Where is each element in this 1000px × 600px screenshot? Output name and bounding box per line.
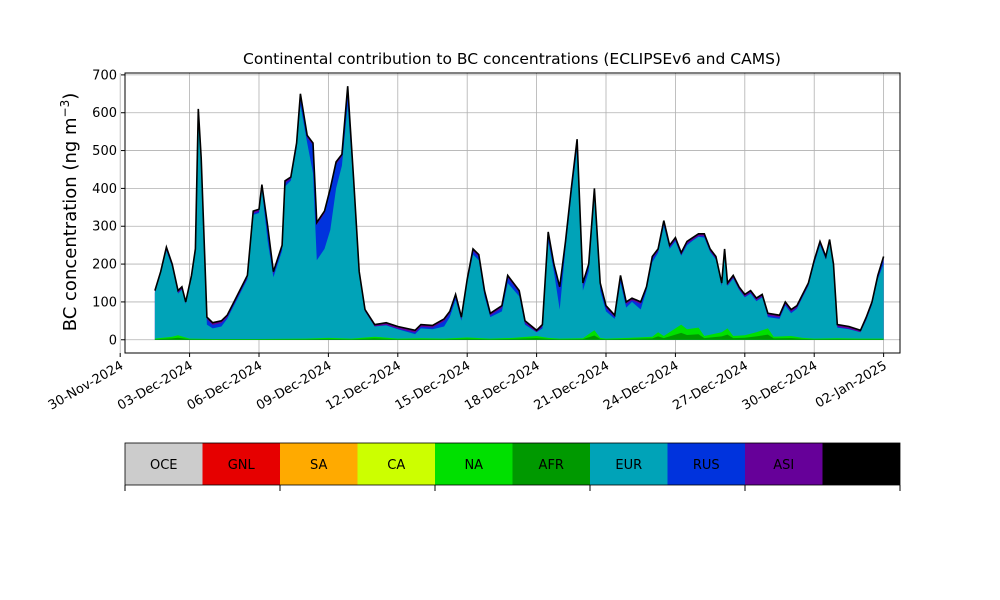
- series-area-afr: [154, 332, 884, 340]
- y-tick-label: 0: [109, 333, 117, 348]
- series-line-total: [154, 86, 885, 332]
- y-tick-label: 200: [92, 258, 117, 273]
- series-area-na: [154, 324, 884, 340]
- legend-label-gnl: GNL: [228, 458, 256, 473]
- legend-swatch-asi: [745, 443, 823, 485]
- y-tick-label: 700: [92, 68, 117, 83]
- legend-label-rus: RUS: [693, 458, 720, 473]
- y-tick-label: 100: [92, 295, 117, 310]
- plot-frame: [124, 72, 901, 354]
- legend-label-aus: AUS: [848, 458, 875, 473]
- legend-swatch-sa: [280, 443, 358, 485]
- area-layer: [154, 86, 885, 340]
- legend-label-afr: AFR: [539, 458, 564, 473]
- legend-swatch-gnl: [202, 443, 280, 485]
- legend-label-eur: EUR: [615, 458, 642, 473]
- legend-label-sa: SA: [310, 458, 327, 473]
- y-tick-label: 600: [92, 106, 117, 121]
- y-tick-label: 400: [92, 182, 117, 197]
- legend-swatch-aus: [822, 443, 900, 485]
- y-tick-label: 300: [92, 220, 117, 235]
- legend-label-ca: CA: [387, 458, 405, 473]
- legend-colorbar: OCE GNL SA CA NA AFR EUR RUS ASI AUS: [124, 442, 901, 491]
- legend-swatch-rus: [667, 443, 745, 485]
- y-axis-label-exponent: −3: [58, 100, 72, 118]
- legend-frame: [124, 442, 901, 486]
- legend-swatch-eur: [590, 443, 668, 485]
- legend-swatch-oce: [125, 443, 203, 485]
- y-axis-label: BC concentration (ng m−3): [58, 93, 81, 332]
- legend-swatch-afr: [512, 443, 590, 485]
- legend-swatch-na: [435, 443, 513, 485]
- legend-label-oce: OCE: [150, 458, 178, 473]
- chart-title: Continental contribution to BC concentra…: [243, 50, 781, 68]
- legend-label-asi: ASI: [773, 458, 794, 473]
- legend-label-na: NA: [464, 458, 483, 473]
- y-tick-label: 500: [92, 144, 117, 159]
- series-area-eur: [154, 105, 884, 340]
- legend-swatch-ca: [357, 443, 435, 485]
